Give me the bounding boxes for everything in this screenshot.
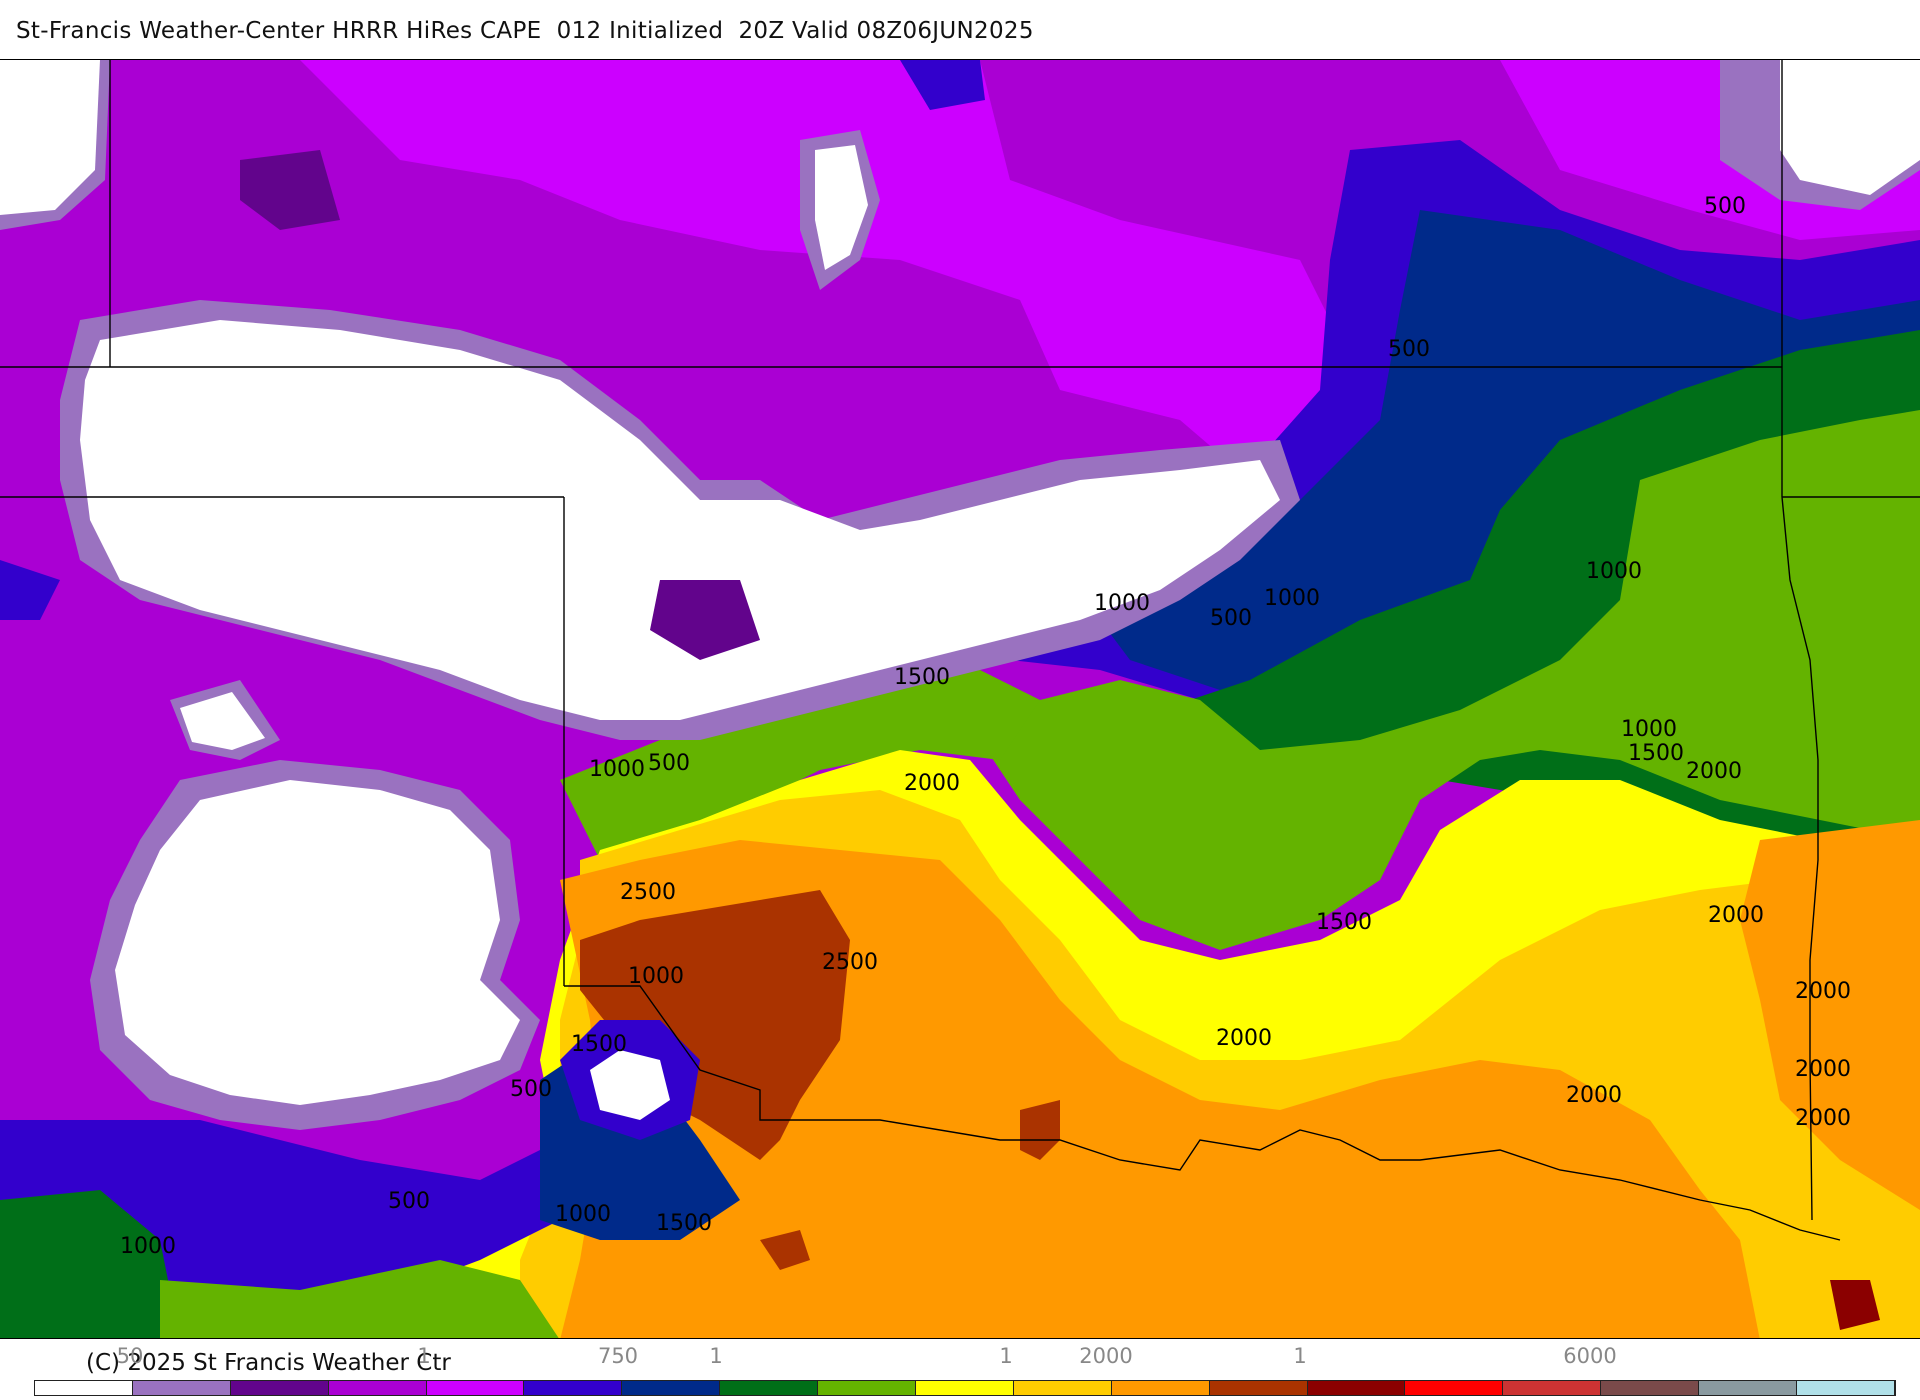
contour-label: 1000	[1094, 591, 1150, 616]
cape-zone-light-green	[980, 410, 1920, 950]
cape-zone-blue	[900, 60, 985, 110]
colorbar-tick-label: 1	[417, 1344, 431, 1368]
cape-zone-navy	[1100, 210, 1920, 760]
contour-label: 2000	[1686, 759, 1742, 784]
cape-zone-none	[0, 60, 100, 215]
cape-zone-dark-red	[1830, 1280, 1880, 1330]
contour-label: 1500	[571, 1032, 627, 1057]
contour-label: 1000	[628, 964, 684, 989]
contour-label: 500	[1210, 606, 1252, 631]
contour-label: 1000	[555, 1202, 611, 1227]
contour-label: 1500	[1316, 910, 1372, 935]
cape-zone-dark-orange	[1020, 1100, 1060, 1160]
contour-label: 1500	[656, 1211, 712, 1236]
colorbar-swatch	[1503, 1381, 1602, 1395]
colorbar-swatch	[1405, 1381, 1504, 1395]
colorbar-swatch	[916, 1381, 1014, 1395]
cape-zone-none	[815, 145, 868, 270]
colorbar-swatch	[35, 1381, 133, 1395]
colorbar-swatch	[1013, 1381, 1112, 1395]
cape-map: 500 500 1000 1000 500 1000 1500 1000 1500 2000 200…	[0, 59, 1920, 1339]
colorbar-tick-label: 1	[1293, 1344, 1307, 1368]
contour-label: 2000	[1566, 1083, 1622, 1108]
contour-label: 500	[648, 751, 690, 776]
colorbar-swatch	[1111, 1381, 1210, 1395]
state-boundaries	[0, 60, 1920, 1241]
colorbar-swatch	[622, 1381, 721, 1395]
contour-label: 2000	[904, 771, 960, 796]
contour-label: 1000	[1264, 586, 1320, 611]
colorbar-swatch	[720, 1381, 819, 1395]
contour-label: 2000	[1795, 1057, 1851, 1082]
colorbar-swatch	[1797, 1381, 1895, 1395]
cape-zone-light-green	[160, 1260, 559, 1338]
colorbar-swatch	[132, 1381, 231, 1395]
cape-zone-dark-green	[0, 1190, 180, 1338]
cape-zone-none	[180, 692, 265, 750]
cape-zone-none	[1780, 60, 1920, 195]
colorbar-swatch	[230, 1381, 329, 1395]
colorbar-swatch	[524, 1381, 623, 1395]
contour-label: 2500	[620, 880, 676, 905]
cape-zone-dark-orange	[580, 890, 850, 1160]
colorbar-swatch	[1209, 1381, 1308, 1395]
contour-label: 1500	[894, 665, 950, 690]
contour-label: 2000	[1216, 1026, 1272, 1051]
contour-label: 500	[1388, 337, 1430, 362]
cape-zone-dark-orange	[760, 1230, 810, 1270]
cape-zone-dark-purple	[650, 580, 760, 660]
contour-label: 2000	[1708, 903, 1764, 928]
colorbar-tick-label: 2000	[1079, 1344, 1133, 1368]
contour-label: 2000	[1795, 1106, 1851, 1131]
cape-zone-none	[80, 320, 1280, 720]
colorbar-swatch	[1307, 1381, 1406, 1395]
contour-label: 500	[1704, 194, 1746, 219]
contour-label: 2500	[822, 950, 878, 975]
colorbar-tick-label: 6000	[1563, 1344, 1617, 1368]
map-title: St-Francis Weather-Center HRRR HiRes CAP…	[16, 18, 1034, 44]
cape-colorbar	[34, 1380, 1896, 1396]
colorbar-swatch	[1699, 1381, 1798, 1395]
colorbar-tick-label: 1	[999, 1344, 1013, 1368]
contour-label: 1000	[120, 1234, 176, 1259]
cape-zone-orange	[1740, 820, 1920, 1210]
colorbar-swatch	[1601, 1381, 1700, 1395]
contour-label: 1000	[1586, 559, 1642, 584]
cape-zone-dark-purple	[240, 150, 340, 230]
colorbar-swatch	[426, 1381, 525, 1395]
cape-zone-blue	[0, 560, 60, 620]
cape-zone-none	[115, 780, 520, 1105]
contour-label: 2000	[1795, 979, 1851, 1004]
colorbar-tick-label: 750	[597, 1344, 639, 1368]
contour-label: 500	[388, 1189, 430, 1214]
contour-label: 1000	[1621, 717, 1677, 742]
cape-zone-none	[590, 1050, 670, 1120]
contour-label: 500	[510, 1077, 552, 1102]
colorbar-tick-label: 50	[116, 1344, 144, 1368]
contour-label: 1000	[589, 757, 645, 782]
cape-zone-orange	[560, 840, 1760, 1338]
copyright-text: (C) 2025 St Francis Weather Ctr	[86, 1350, 451, 1376]
colorbar-swatch	[818, 1381, 917, 1395]
colorbar-swatch	[328, 1381, 427, 1395]
cape-zone-magenta	[300, 60, 1360, 480]
colorbar-tick-label: 1	[709, 1344, 723, 1368]
contour-label: 1500	[1628, 741, 1684, 766]
cape-zone-light-green	[560, 670, 1040, 860]
